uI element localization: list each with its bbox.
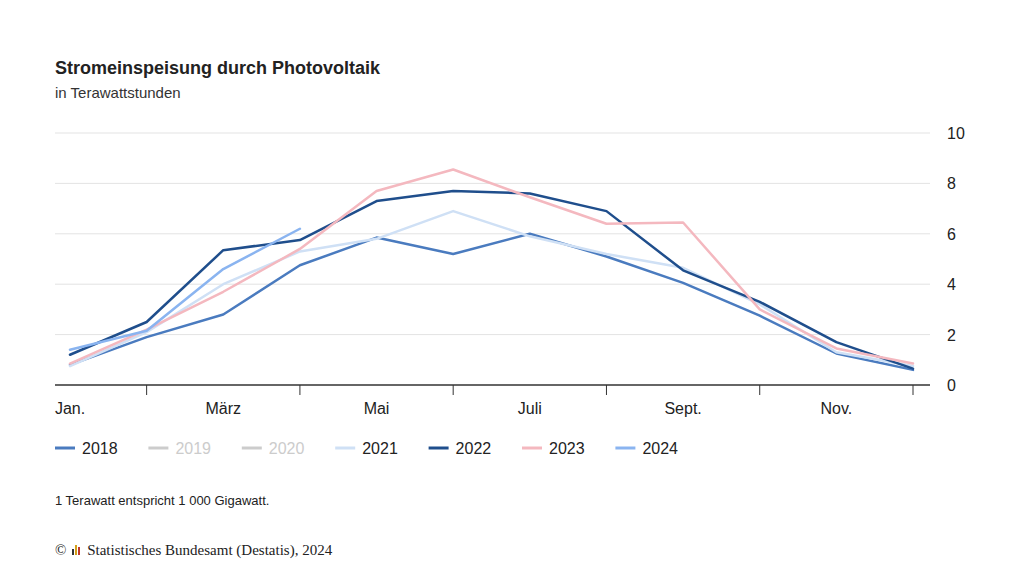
x-tick: [146, 385, 147, 395]
series-line: [70, 211, 913, 366]
y-tick-label: 8: [947, 175, 956, 192]
x-tick-label: Nov.: [821, 400, 853, 417]
x-tick: [299, 385, 300, 395]
chart: Stromeinspeisung durch Photovoltaik in Te…: [0, 0, 1024, 576]
legend-swatch: [335, 447, 355, 450]
legend-swatch: [429, 447, 449, 450]
logo-bar: [78, 547, 80, 555]
legend-label: 2023: [549, 440, 585, 457]
y-tick-label: 4: [947, 276, 956, 293]
x-tick-label: Sept.: [664, 400, 701, 417]
x-tick: [606, 385, 607, 395]
x-tick-label: Mai: [364, 400, 390, 417]
source-part: ©: [55, 542, 66, 558]
series-line: [70, 191, 913, 369]
x-tick: [453, 385, 454, 395]
y-tick-label: 10: [947, 125, 965, 142]
series-line: [70, 229, 300, 350]
legend-swatch: [615, 447, 635, 450]
grid-line: [55, 133, 930, 134]
subtitle: in Terawattstunden: [55, 84, 181, 101]
source: © Statistisches Bundesamt (Destatis), 20…: [55, 542, 333, 559]
legend-swatch: [242, 447, 262, 450]
x-tick-label: Juli: [518, 400, 542, 417]
logo: [72, 545, 80, 555]
note: 1 Terawatt entspricht 1 000 Gigawatt.: [55, 493, 269, 508]
background: [0, 0, 1024, 576]
y-tick-label: 0: [947, 377, 956, 394]
logo-bar: [72, 549, 74, 555]
legend-label: 2021: [362, 440, 398, 457]
legend-label: 2024: [642, 440, 678, 457]
y-tick-label: 2: [947, 327, 956, 344]
legend-swatch: [148, 447, 168, 450]
x-tick: [913, 385, 914, 395]
legend-label: 2019: [175, 440, 211, 457]
title: Stromeinspeisung durch Photovoltaik: [55, 58, 381, 78]
legend-label: 2022: [456, 440, 492, 457]
series-line: [70, 170, 913, 364]
x-axis: [55, 384, 930, 386]
y-tick-label: 6: [947, 226, 956, 243]
logo-bar: [75, 545, 77, 555]
legend-swatch: [55, 447, 75, 450]
legend-swatch: [522, 447, 542, 450]
series-group: [70, 170, 913, 370]
legend-label: 2018: [82, 440, 118, 457]
source-part: Statistisches Bundesamt (Destatis), 2024: [83, 542, 332, 559]
x-tick-label: März: [205, 400, 241, 417]
grid-line: [55, 233, 930, 234]
legend-label: 2020: [269, 440, 305, 457]
x-tick: [759, 385, 760, 395]
x-tick-label: Jan.: [55, 400, 85, 417]
